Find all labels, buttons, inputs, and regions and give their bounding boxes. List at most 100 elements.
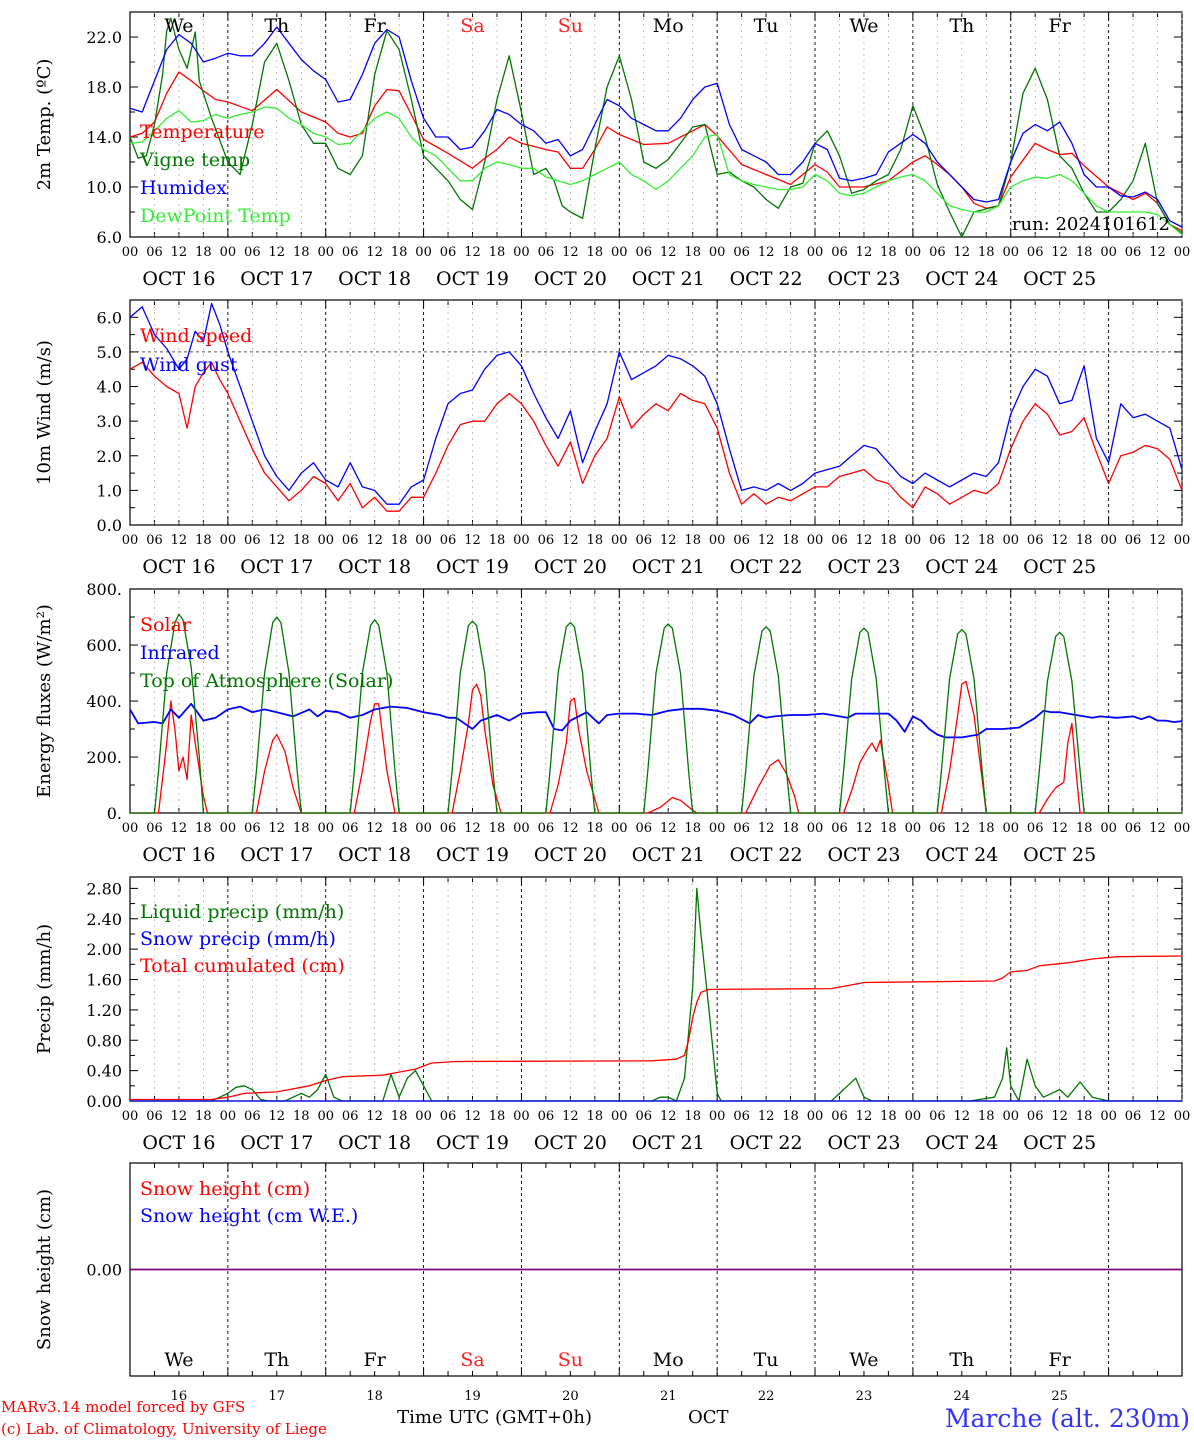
series-line-dewpoint-temp xyxy=(129,106,1183,236)
hour-tick-label: 00 xyxy=(709,821,726,836)
hour-tick-label: 18 xyxy=(195,245,212,260)
day-number-label: 17 xyxy=(269,1389,286,1404)
hour-tick-label: 06 xyxy=(1027,533,1044,548)
hour-tick-label: 00 xyxy=(905,245,922,260)
y-tick-label: 0. xyxy=(107,804,122,823)
date-label: OCT 22 xyxy=(730,1132,803,1154)
hour-tick-label: 06 xyxy=(244,533,261,548)
hour-tick-label: 00 xyxy=(513,1109,530,1124)
hour-tick-label: 18 xyxy=(391,1109,408,1124)
hour-tick-label: 12 xyxy=(856,821,873,836)
series-line-temperature xyxy=(129,71,1183,232)
hour-tick-label: 00 xyxy=(1002,821,1019,836)
date-label: OCT 24 xyxy=(925,268,998,290)
day-of-week-label: Tu xyxy=(754,1349,779,1371)
date-label: OCT 20 xyxy=(534,268,607,290)
hour-tick-label: 12 xyxy=(660,533,677,548)
date-label: OCT 24 xyxy=(925,844,998,866)
series-line-wind-speed xyxy=(129,361,1183,512)
hour-tick-label: 00 xyxy=(317,821,334,836)
hour-tick-label: 18 xyxy=(489,821,506,836)
day-of-week-label: We xyxy=(849,15,878,37)
y-axis-title: Precip (mm/h) xyxy=(34,924,55,1054)
series-line-humidex xyxy=(129,26,1183,228)
hour-tick-label: 06 xyxy=(440,821,457,836)
hour-tick-label: 18 xyxy=(489,533,506,548)
hour-tick-label: 06 xyxy=(146,533,163,548)
day-number-label: 18 xyxy=(366,1389,383,1404)
day-of-week-label: Fr xyxy=(1049,15,1072,37)
hour-tick-label: 00 xyxy=(1002,533,1019,548)
y-tick-label: 800. xyxy=(86,580,122,599)
date-label: OCT 18 xyxy=(338,844,411,866)
y-tick-label: 10.0 xyxy=(86,178,122,197)
date-label: OCT 20 xyxy=(534,844,607,866)
hour-tick-label: 00 xyxy=(1174,821,1191,836)
hour-tick-label: 18 xyxy=(782,1109,799,1124)
day-number-label: 25 xyxy=(1051,1389,1068,1404)
hour-tick-label: 06 xyxy=(538,245,555,260)
hour-tick-label: 00 xyxy=(807,245,824,260)
hour-tick-label: 06 xyxy=(1027,245,1044,260)
day-of-week-label: Sa xyxy=(460,1349,484,1371)
hour-tick-label: 06 xyxy=(831,1109,848,1124)
hour-tick-label: 18 xyxy=(978,1109,995,1124)
legend-entry: Snow height (cm W.E.) xyxy=(140,1205,358,1227)
day-number-label: 20 xyxy=(562,1389,579,1404)
hour-tick-label: 00 xyxy=(1002,1109,1019,1124)
legend-entry: Snow precip (mm/h) xyxy=(140,928,336,950)
station-label: Marche (alt. 230m) xyxy=(945,1404,1190,1433)
day-number-label: 23 xyxy=(856,1389,873,1404)
date-label: OCT 22 xyxy=(730,556,803,578)
hour-tick-label: 00 xyxy=(513,533,530,548)
hour-tick-label: 12 xyxy=(1149,1109,1166,1124)
hour-tick-label: 00 xyxy=(513,821,530,836)
hour-tick-label: 00 xyxy=(709,533,726,548)
y-tick-label: 1.20 xyxy=(86,1001,122,1020)
hour-tick-label: 18 xyxy=(293,533,310,548)
hour-tick-label: 12 xyxy=(758,1109,775,1124)
hour-tick-label: 00 xyxy=(1100,1109,1117,1124)
hour-tick-label: 12 xyxy=(171,821,188,836)
hour-tick-label: 18 xyxy=(391,245,408,260)
hour-tick-label: 18 xyxy=(978,533,995,548)
day-number-label: 19 xyxy=(464,1389,481,1404)
hour-tick-label: 12 xyxy=(1051,1109,1068,1124)
hour-tick-label: 00 xyxy=(122,533,139,548)
hour-tick-label: 12 xyxy=(464,245,481,260)
hour-tick-label: 06 xyxy=(440,533,457,548)
hour-tick-label: 06 xyxy=(831,245,848,260)
hour-tick-label: 12 xyxy=(464,821,481,836)
hour-tick-label: 18 xyxy=(391,533,408,548)
hour-tick-label: 06 xyxy=(635,821,652,836)
hour-tick-label: 18 xyxy=(587,245,604,260)
hour-tick-label: 00 xyxy=(611,245,628,260)
hour-tick-label: 12 xyxy=(954,245,971,260)
y-tick-label: 0.80 xyxy=(86,1031,122,1050)
y-tick-label: 1.60 xyxy=(86,971,122,990)
hour-tick-label: 00 xyxy=(122,1109,139,1124)
hour-tick-label: 00 xyxy=(415,821,432,836)
hour-tick-label: 18 xyxy=(684,821,701,836)
date-label: OCT 21 xyxy=(632,268,705,290)
date-label: OCT 23 xyxy=(827,268,900,290)
hour-tick-label: 18 xyxy=(1076,1109,1093,1124)
y-tick-label: 3.0 xyxy=(97,412,122,431)
hour-tick-label: 12 xyxy=(562,533,579,548)
y-tick-label: 6.0 xyxy=(97,308,122,327)
hour-tick-label: 06 xyxy=(440,245,457,260)
date-label: OCT 19 xyxy=(436,556,509,578)
hour-tick-label: 12 xyxy=(562,245,579,260)
day-of-week-label: Fr xyxy=(1049,1349,1072,1371)
hour-tick-label: 12 xyxy=(562,1109,579,1124)
hour-tick-label: 18 xyxy=(684,533,701,548)
date-label: OCT 24 xyxy=(925,556,998,578)
date-label: OCT 18 xyxy=(338,556,411,578)
hour-tick-label: 00 xyxy=(709,1109,726,1124)
y-tick-label: 0.00 xyxy=(86,1092,122,1111)
y-tick-label: 1.0 xyxy=(97,481,122,500)
date-label: OCT 17 xyxy=(240,556,313,578)
hour-tick-label: 12 xyxy=(1149,533,1166,548)
hour-tick-label: 18 xyxy=(587,1109,604,1124)
plot-frame xyxy=(129,11,1183,238)
